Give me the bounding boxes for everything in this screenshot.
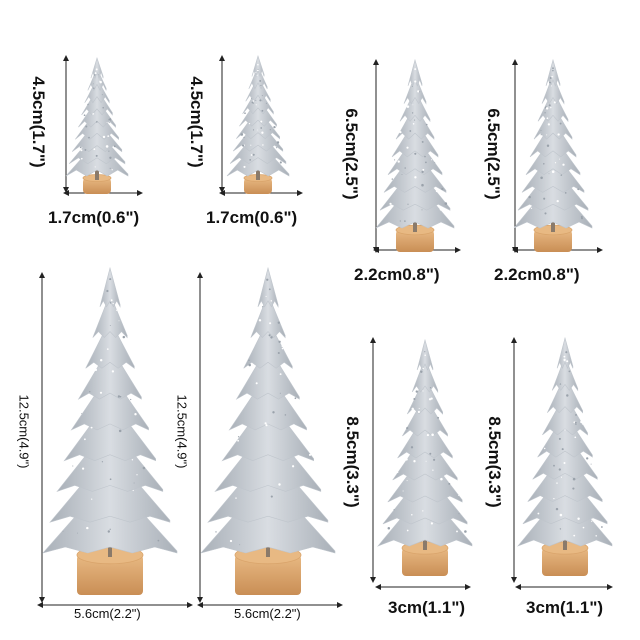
height-label-7: 8.5cm(3.3") bbox=[342, 402, 362, 522]
width-label-2: 1.7cm(0.6") bbox=[206, 208, 297, 228]
silver-tree-7 bbox=[378, 340, 472, 546]
tree-trunk-7 bbox=[423, 540, 427, 550]
tree-trunk-1 bbox=[95, 170, 99, 180]
silver-tree-5 bbox=[43, 268, 177, 553]
silver-tree-8 bbox=[518, 338, 612, 546]
tree-trunk-2 bbox=[256, 170, 260, 180]
silver-tree-6 bbox=[201, 268, 335, 553]
silver-tree-1 bbox=[66, 58, 128, 176]
height-label-6: 12.5cm(4.9") bbox=[175, 382, 190, 482]
height-label-1: 4.5cm(1.7") bbox=[28, 72, 48, 172]
width-label-8: 3cm(1.1") bbox=[526, 598, 603, 618]
tree-trunk-6 bbox=[266, 547, 270, 557]
height-label-5: 12.5cm(4.9") bbox=[17, 382, 32, 482]
silver-tree-2 bbox=[227, 56, 289, 176]
width-label-3: 2.2cm0.8") bbox=[354, 265, 440, 285]
width-label-7: 3cm(1.1") bbox=[388, 598, 465, 618]
width-label-4: 2.2cm0.8") bbox=[494, 265, 580, 285]
width-label-5: 5.6cm(2.2") bbox=[74, 606, 141, 621]
silver-tree-4 bbox=[514, 60, 592, 228]
tree-trunk-3 bbox=[413, 222, 417, 232]
height-label-8: 8.5cm(3.3") bbox=[484, 402, 504, 522]
height-label-3: 6.5cm(2.5") bbox=[341, 99, 361, 209]
height-label-2: 4.5cm(1.7") bbox=[186, 72, 206, 172]
width-label-1: 1.7cm(0.6") bbox=[48, 208, 139, 228]
height-label-4: 6.5cm(2.5") bbox=[483, 99, 503, 209]
tree-trunk-5 bbox=[108, 547, 112, 557]
tree-trunk-4 bbox=[551, 222, 555, 232]
width-label-6: 5.6cm(2.2") bbox=[234, 606, 301, 621]
tree-trunk-8 bbox=[563, 540, 567, 550]
silver-tree-3 bbox=[376, 60, 454, 228]
